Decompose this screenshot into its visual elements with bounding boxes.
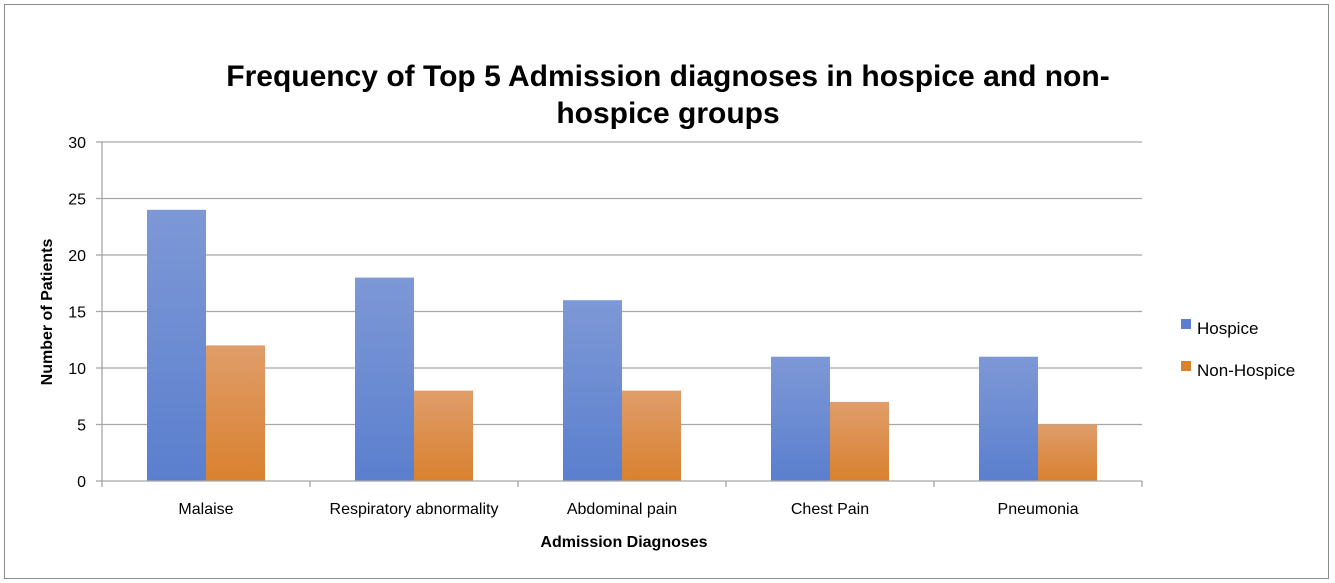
chart-frame [4,4,1329,579]
y-tick-label: 0 [77,474,86,491]
bar-non-hospice-abdominal-pain [622,390,681,481]
bar-hospice-respiratory-abnormality [355,277,414,481]
y-tick-label: 30 [68,135,86,152]
x-tick-label: Respiratory abnormality [330,501,499,518]
x-tick-label: Pneumonia [998,501,1079,518]
x-tick-label: Malaise [178,501,233,518]
legend-swatch [1181,319,1191,329]
bar-hospice-pneumonia [979,356,1038,481]
y-tick-label: 15 [68,305,86,322]
x-axis-title: Admission Diagnoses [540,534,707,551]
bar-non-hospice-pneumonia [1038,424,1097,481]
bar-hospice-malaise [147,209,206,482]
y-axis-title: Number of Patients [39,239,56,386]
chart-title-line-1: Frequency of Top 5 Admission diagnoses i… [226,60,1109,93]
y-tick-label: 25 [68,192,86,209]
bar-hospice-abdominal-pain [563,300,622,481]
legend-label: Non-Hospice [1197,361,1295,380]
bar-non-hospice-respiratory-abnormality [414,390,473,481]
x-tick-label: Chest Pain [791,501,869,518]
y-tick-label: 20 [68,248,86,265]
y-tick-label: 5 [77,418,86,435]
bar-hospice-chest-pain [771,356,830,481]
legend: Hospice Non-Hospice [1181,319,1295,380]
legend-swatch [1181,361,1191,371]
bar-non-hospice-malaise [206,345,265,481]
legend-label: Hospice [1197,319,1258,338]
y-tick-label: 10 [68,361,86,378]
x-tick-label: Abdominal pain [567,501,677,518]
bar-non-hospice-chest-pain [830,401,889,481]
chart-title-line-2: hospice groups [556,97,779,130]
